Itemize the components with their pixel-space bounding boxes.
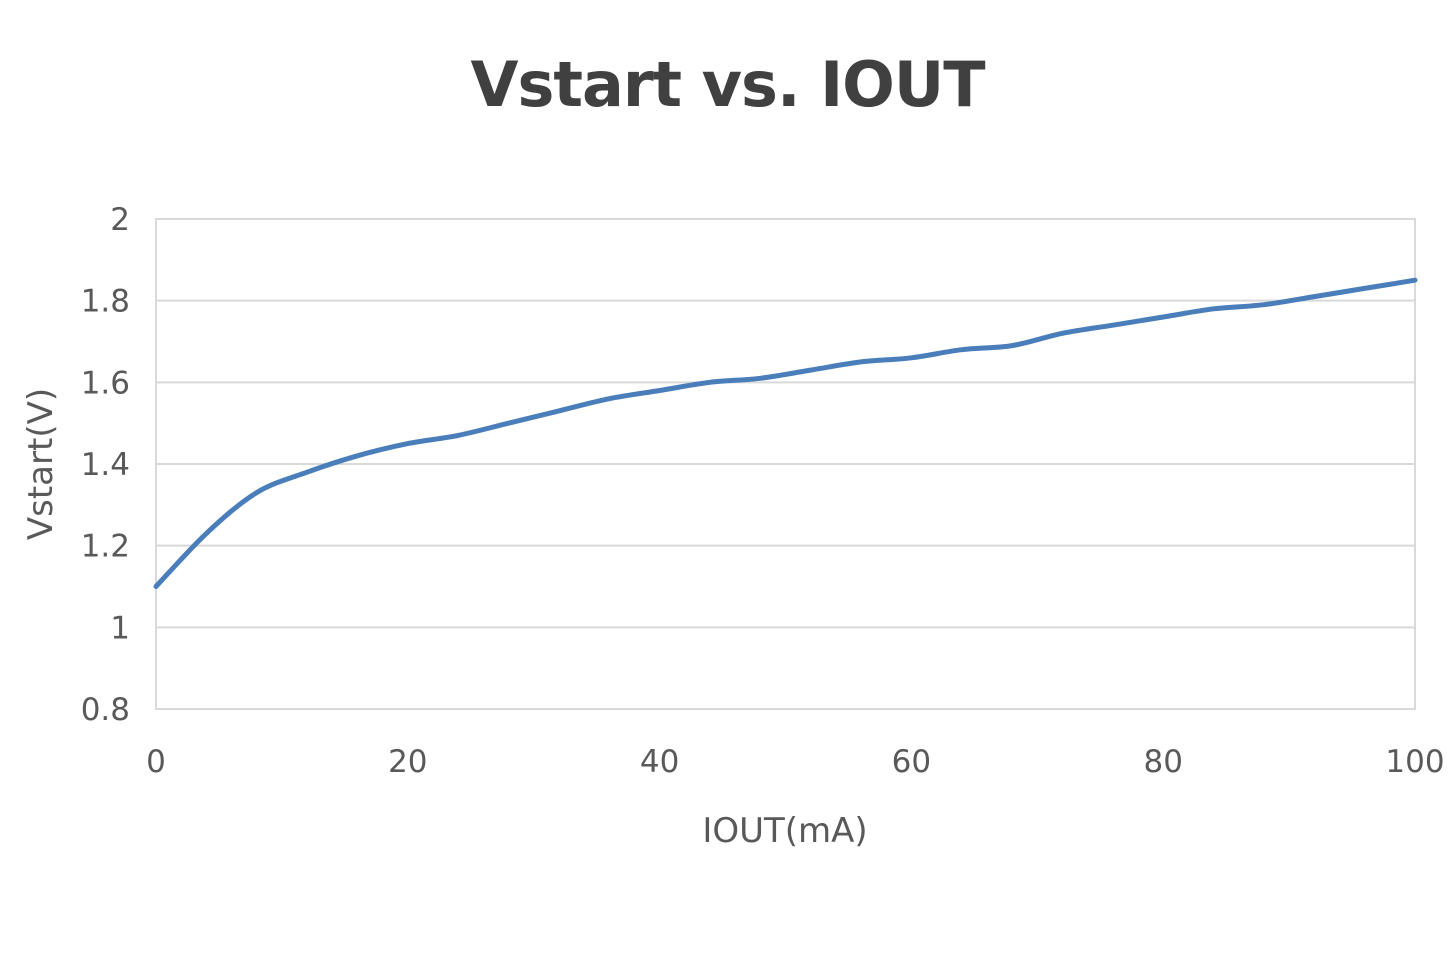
x-tick-label: 0 [146, 744, 166, 780]
x-tick-label: 100 [1385, 744, 1444, 780]
y-tick-label: 0.8 [81, 692, 130, 728]
x-tick-label: 60 [892, 744, 931, 780]
gridlines [156, 218, 1415, 710]
x-tick-label: 20 [388, 744, 427, 780]
y-axis-ticks: 0.8 1 1.2 1.4 1.6 1.8 2 [81, 202, 130, 728]
series-layer [153, 277, 1418, 589]
y-tick-label: 1.4 [81, 447, 130, 483]
y-tick-label: 1.2 [81, 529, 130, 565]
x-tick-label: 80 [1143, 744, 1182, 780]
x-axis-ticks: 0 20 40 60 80 100 [146, 744, 1444, 780]
plot-area-frame [155, 218, 1416, 710]
x-axis-label: IOUT(mA) [702, 811, 867, 851]
y-axis-label: Vstart(V) [21, 388, 61, 540]
x-tick-label: 40 [640, 744, 679, 780]
y-tick-label: 1.6 [81, 365, 130, 401]
y-tick-label: 1 [110, 610, 130, 646]
series-line-0 [153, 277, 1418, 589]
chart-title: Vstart vs. IOUT [470, 48, 985, 121]
y-tick-label: 1.8 [81, 284, 130, 320]
y-tick-label: 2 [110, 202, 130, 238]
